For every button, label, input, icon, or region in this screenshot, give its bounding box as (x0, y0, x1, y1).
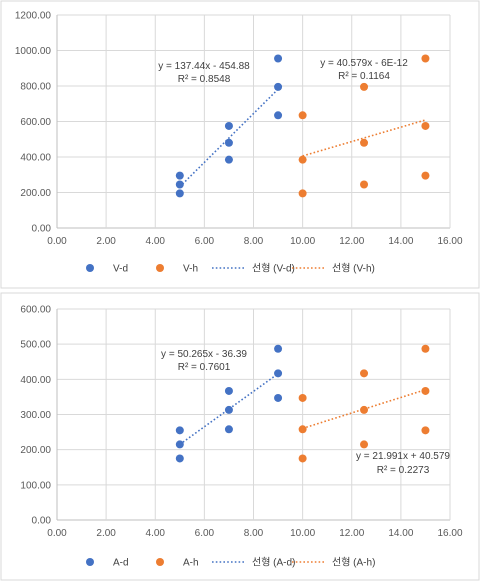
x-tick-label: 12.00 (339, 528, 364, 539)
y-tick-label: 200.00 (20, 188, 51, 199)
trendline-equation: y = 21.991x + 40.579 (356, 451, 450, 462)
y-tick-label: 1000.00 (15, 46, 52, 57)
legend-label: V-d (113, 264, 128, 275)
legend-label: 선형 (A-h) (332, 557, 375, 569)
y-tick-label: 300.00 (20, 410, 51, 421)
data-point-V-d (175, 189, 184, 198)
x-tick-label: 12.00 (339, 236, 364, 247)
x-tick-label: 0.00 (47, 236, 67, 247)
data-point-A-h (360, 369, 369, 378)
x-tick-label: 4.00 (146, 236, 166, 247)
y-tick-label: 100.00 (20, 480, 51, 491)
x-tick-label: 2.00 (96, 236, 116, 247)
legend-marker (86, 558, 94, 566)
data-point-V-d (175, 180, 184, 189)
data-point-A-d (274, 369, 283, 378)
data-point-V-h (360, 180, 369, 189)
data-point-A-h (421, 426, 430, 435)
legend-label: 선형 (V-h) (332, 263, 375, 275)
data-point-V-h (360, 82, 369, 91)
data-point-V-d (274, 111, 283, 120)
chart-1-legend: V-d V-h 선형 (V-d) 선형 (V-h) (86, 263, 375, 275)
x-tick-label: 0.00 (47, 528, 67, 539)
y-tick-label: 0.00 (32, 516, 52, 527)
y-tick-label: 200.00 (20, 445, 51, 456)
y-tick-label: 1200.00 (15, 11, 52, 22)
legend-label: A-h (183, 558, 199, 569)
trendline-equation: y = 50.265x - 36.39 (161, 349, 247, 360)
x-tick-label: 8.00 (244, 528, 264, 539)
trendline-2 (302, 388, 426, 430)
legend-marker (156, 264, 164, 272)
legend-marker (156, 558, 164, 566)
chart-2-frame (0, 292, 480, 581)
data-point-V-h (421, 121, 430, 130)
x-tick-label: 10.00 (290, 528, 315, 539)
legend-marker (86, 264, 94, 272)
data-point-A-d (224, 425, 233, 434)
x-tick-label: 16.00 (437, 236, 462, 247)
data-point-V-d (274, 82, 283, 91)
data-point-A-h (421, 344, 430, 353)
legend-label: 선형 (A-d) (252, 557, 295, 569)
data-point-V-d (224, 155, 233, 164)
y-tick-label: 400.00 (20, 375, 51, 386)
chart-1-frame (0, 0, 480, 289)
chart-2: 0.00 100.00 200.00 300.00 400.00 500.00 600.00… (0, 292, 480, 581)
data-point-A-h (298, 393, 307, 402)
data-point-A-d (175, 440, 184, 449)
data-point-V-h (421, 54, 430, 63)
data-point-V-d (224, 138, 233, 147)
data-point-V-d (274, 54, 283, 63)
legend-label: V-h (183, 264, 198, 275)
trendline-equation: y = 137.44x - 454.88 (158, 61, 250, 72)
data-point-V-h (298, 155, 307, 164)
data-point-A-d (224, 386, 233, 395)
x-tick-label: 14.00 (388, 528, 413, 539)
trendline-r-squared: R² = 0.2273 (377, 465, 430, 476)
data-point-V-h (421, 171, 430, 180)
data-point-V-d (175, 171, 184, 180)
legend-label: A-d (113, 558, 129, 569)
x-tick-label: 8.00 (244, 236, 264, 247)
data-point-A-h (298, 454, 307, 463)
data-point-A-h (360, 440, 369, 449)
x-tick-label: 2.00 (96, 528, 116, 539)
y-tick-label: 600.00 (20, 305, 51, 316)
x-tick-label: 16.00 (437, 528, 462, 539)
y-tick-label: 800.00 (20, 82, 51, 93)
y-tick-label: 0.00 (32, 224, 52, 235)
data-point-V-h (298, 189, 307, 198)
legend-label: 선형 (V-d) (252, 263, 295, 275)
data-point-A-h (421, 386, 430, 395)
data-point-A-h (298, 425, 307, 434)
trendline-equation: y = 40.579x - 6E-12 (320, 58, 408, 69)
trendline-r-squared: R² = 0.7601 (178, 362, 231, 373)
x-tick-label: 6.00 (195, 236, 215, 247)
y-tick-label: 600.00 (20, 117, 51, 128)
chart-2-legend: A-d A-h 선형 (A-d) 선형 (A-h) (86, 557, 375, 569)
trendline-2 (302, 119, 426, 157)
data-point-A-d (175, 454, 184, 463)
chart-1: 0.00 200.00 400.00 600.00 800.00 1000.00 1200.… (0, 0, 480, 289)
trendline-1 (179, 88, 279, 188)
data-point-V-h (360, 138, 369, 147)
x-tick-label: 10.00 (290, 236, 315, 247)
data-point-A-d (274, 344, 283, 353)
trendline-r-squared: R² = 0.1164 (338, 71, 390, 82)
x-tick-label: 4.00 (146, 528, 166, 539)
x-tick-label: 6.00 (195, 528, 215, 539)
data-point-A-d (274, 393, 283, 402)
y-tick-label: 500.00 (20, 340, 51, 351)
data-point-A-d (175, 426, 184, 435)
data-point-A-h (360, 405, 369, 414)
trendline-1 (179, 373, 279, 446)
y-tick-label: 400.00 (20, 153, 51, 164)
data-point-A-d (224, 405, 233, 414)
trendline-r-squared: R² = 0.8548 (178, 74, 231, 85)
x-tick-label: 14.00 (388, 236, 413, 247)
data-point-V-h (298, 111, 307, 120)
data-point-V-d (224, 121, 233, 130)
